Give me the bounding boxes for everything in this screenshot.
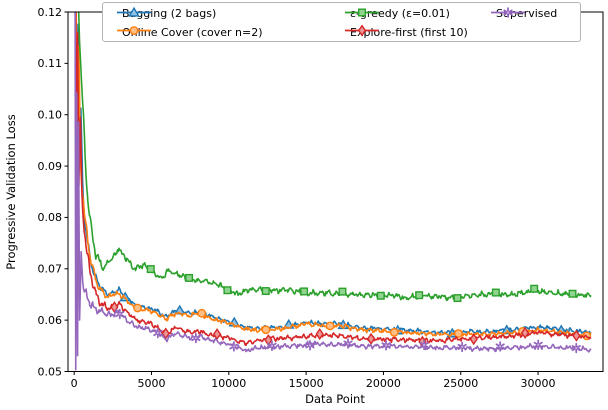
legend-label: Online Cover (cover n=2) bbox=[122, 25, 263, 39]
asterisk-marker-icon bbox=[419, 339, 429, 351]
asterisk-marker-icon bbox=[153, 327, 163, 339]
square-marker-icon bbox=[415, 291, 424, 300]
y-tick-label: 0.09 bbox=[38, 160, 63, 173]
x-axis-label: Data Point bbox=[305, 392, 365, 406]
plot-spines bbox=[67, 11, 604, 372]
series-line-3 bbox=[77, 12, 592, 302]
asterisk-marker-icon bbox=[267, 340, 277, 352]
series-markers-5 bbox=[115, 308, 581, 354]
legend-swatch bbox=[491, 6, 525, 18]
series-markers-3 bbox=[146, 265, 577, 303]
asterisk-marker-icon bbox=[571, 342, 581, 354]
square-marker-icon bbox=[376, 291, 385, 300]
legend-item-5: Supervised bbox=[489, 5, 557, 23]
asterisk-marker-icon bbox=[191, 332, 201, 344]
y-tick-label: 0.05 bbox=[38, 365, 63, 378]
square-marker-icon bbox=[357, 7, 366, 16]
circle-marker-icon bbox=[389, 327, 399, 337]
square-marker-icon bbox=[338, 287, 347, 296]
legend-swatch bbox=[117, 26, 151, 35]
x-tick-label: 20000 bbox=[366, 377, 401, 390]
y-tick-label: 0.08 bbox=[38, 211, 63, 224]
square-marker-icon bbox=[146, 265, 155, 274]
x-tick-label: 25000 bbox=[443, 377, 478, 390]
circle-marker-icon bbox=[261, 325, 271, 335]
y-tick-label: 0.11 bbox=[38, 57, 63, 70]
asterisk-marker-icon bbox=[457, 341, 467, 353]
legend-item-2: Online Cover (cover n=2) bbox=[115, 23, 263, 41]
asterisk-marker-icon bbox=[533, 339, 543, 351]
x-tick-label: 5000 bbox=[137, 377, 165, 390]
x-tick-label: 30000 bbox=[521, 377, 556, 390]
y-tick-label: 0.07 bbox=[38, 263, 63, 276]
diamond-marker-icon bbox=[161, 327, 170, 340]
circle-marker-icon bbox=[133, 303, 142, 313]
legend-swatch bbox=[345, 24, 379, 37]
square-marker-icon bbox=[568, 289, 577, 298]
legend-label: Bagging (2 bags) bbox=[122, 7, 217, 20]
series-line-2 bbox=[75, 12, 592, 338]
diamond-marker-icon bbox=[469, 333, 478, 346]
asterisk-marker-icon bbox=[115, 308, 125, 320]
asterisk-marker-icon bbox=[495, 341, 505, 352]
asterisk-marker-icon bbox=[305, 340, 315, 351]
square-marker-icon bbox=[530, 284, 539, 293]
legend-swatch bbox=[117, 6, 151, 17]
square-marker-icon bbox=[223, 286, 232, 295]
diamond-marker-icon bbox=[366, 332, 376, 345]
square-marker-icon bbox=[261, 287, 270, 296]
circle-marker-icon bbox=[129, 26, 139, 35]
circle-marker-icon bbox=[454, 329, 463, 338]
x-tick-label: 0 bbox=[71, 377, 78, 390]
asterisk-marker-icon bbox=[343, 338, 353, 349]
diamond-marker-icon bbox=[315, 327, 324, 341]
asterisk-marker-icon bbox=[229, 341, 239, 352]
legend-swatch bbox=[345, 7, 379, 16]
series-line-4 bbox=[74, 12, 592, 347]
legend-label: Explore-first (first 10) bbox=[350, 25, 468, 39]
square-marker-icon bbox=[300, 287, 309, 296]
legend-item-1: Bagging (2 bags) bbox=[115, 5, 216, 23]
diamond-marker-icon bbox=[212, 328, 222, 341]
legend-label: ε-greedy (ε=0.01) bbox=[350, 7, 450, 20]
y-axis-label: Progressive Validation Loss bbox=[4, 114, 18, 269]
square-marker-icon bbox=[453, 294, 462, 303]
circle-marker-icon bbox=[197, 308, 207, 318]
asterisk-marker-icon bbox=[381, 340, 391, 351]
y-tick-label: 0.06 bbox=[38, 314, 63, 327]
x-tick-label: 15000 bbox=[289, 377, 324, 390]
asterisk-marker-icon bbox=[503, 6, 513, 18]
square-marker-icon bbox=[185, 273, 194, 282]
triangle-marker-icon bbox=[128, 6, 140, 17]
square-marker-icon bbox=[491, 288, 500, 297]
series-line-1 bbox=[75, 12, 592, 336]
diamond-marker-icon bbox=[572, 329, 581, 342]
legend: Bagging (2 bags) Online Cover (cover n=2)… bbox=[102, 2, 581, 42]
y-tick-label: 0.10 bbox=[38, 109, 63, 122]
y-tick-label: 0.12 bbox=[38, 6, 63, 19]
circle-marker-icon bbox=[325, 321, 335, 331]
diamond-marker-icon bbox=[357, 24, 367, 37]
diamond-marker-icon bbox=[520, 326, 530, 339]
x-tick-label: 10000 bbox=[211, 377, 246, 390]
legend-item-3: ε-greedy (ε=0.01) bbox=[343, 5, 450, 23]
legend-item-4: Explore-first (first 10) bbox=[343, 23, 468, 41]
series-markers-4 bbox=[110, 301, 581, 348]
